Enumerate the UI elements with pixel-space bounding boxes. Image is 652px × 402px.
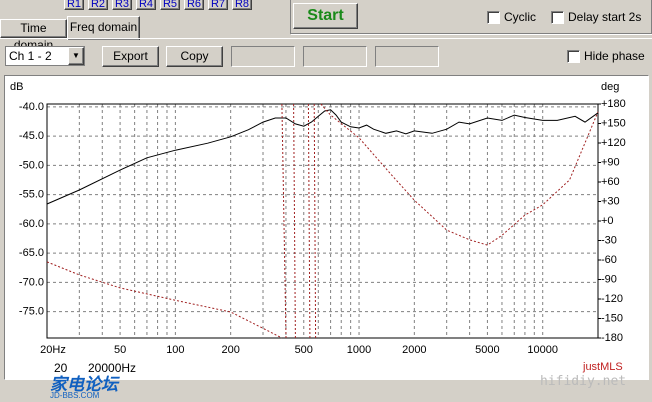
range-to: 20000Hz [88, 361, 137, 375]
y2-tick-label: -30 [601, 234, 617, 246]
x-tick-label: 500 [295, 344, 313, 356]
y-tick-label: -60.0 [19, 218, 44, 230]
export-button[interactable]: Export [102, 46, 159, 67]
tab-active[interactable]: Freq domain [67, 16, 140, 40]
y2-tick-label: +120 [601, 137, 626, 149]
y-tick-label: -45.0 [19, 130, 44, 142]
field [231, 46, 295, 67]
y2-tick-label: +0 [601, 215, 614, 227]
field [375, 46, 439, 67]
y-tick-label: -75.0 [19, 306, 44, 318]
range-button[interactable]: R7 [208, 0, 228, 10]
y2-tick-label: -150 [601, 312, 623, 324]
field [303, 46, 367, 67]
x-tick-label: 200 [221, 344, 239, 356]
copy-button[interactable]: Copy [166, 46, 223, 67]
hide-phase-checkbox[interactable] [567, 50, 580, 63]
y2-tick-label: +150 [601, 117, 626, 129]
watermark: 家电论坛 [50, 375, 118, 394]
y-tick-label: -40.0 [19, 101, 44, 113]
x-tick-label: 2000 [402, 344, 426, 356]
y2-tick-label: -180 [601, 332, 623, 344]
x-tick-label: 50 [114, 344, 126, 356]
y2-tick-label: +90 [601, 156, 620, 168]
range-button[interactable]: R6 [184, 0, 204, 10]
y-tick-label: -65.0 [19, 247, 44, 259]
y2-tick-label: -60 [601, 254, 617, 266]
channel-value: Ch 1 - 2 [9, 49, 52, 63]
x-tick-label: 20Hz [40, 344, 66, 356]
cyclic-label: Cyclic [504, 10, 536, 24]
x-tick-label: 5000 [475, 344, 499, 356]
delay-checkbox[interactable] [551, 11, 564, 24]
delay-label: Delay start 2s [568, 10, 642, 24]
range-from: 20 [54, 361, 68, 375]
range-button[interactable]: R2 [88, 0, 108, 10]
channel-select[interactable]: Ch 1 - 2 ▼ [5, 46, 85, 66]
y2-tick-label: +180 [601, 98, 626, 110]
tab-line [0, 38, 652, 39]
series-line [46, 109, 599, 205]
y2-axis-label: deg [601, 81, 619, 93]
plot-frame [46, 103, 599, 339]
y-tick-label: -50.0 [19, 159, 44, 171]
dropdown-arrow[interactable]: ▼ [68, 47, 84, 65]
y-tick-label: -55.0 [19, 189, 44, 201]
y2-tick-label: -120 [601, 293, 623, 305]
start-button[interactable]: Start [293, 3, 358, 29]
y2-tick-label: +30 [601, 195, 620, 207]
cyclic-checkbox[interactable] [487, 11, 500, 24]
y-axis-label: dB [10, 81, 23, 93]
watermark: hifidiy.net [540, 374, 627, 389]
range-button[interactable]: R1 [64, 0, 84, 10]
x-tick-label: 10000 [527, 344, 558, 356]
y-tick-label: -70.0 [19, 276, 44, 288]
range-button[interactable]: R3 [112, 0, 132, 10]
range-button[interactable]: R4 [136, 0, 156, 10]
x-tick-label: 1000 [347, 344, 371, 356]
chart-panel [4, 75, 649, 380]
hide-phase-label: Hide phase [584, 49, 645, 63]
tab[interactable]: Time domain [0, 19, 67, 52]
range-button[interactable]: R8 [232, 0, 252, 10]
range-button[interactable]: R5 [160, 0, 180, 10]
y2-tick-label: -90 [601, 273, 617, 285]
brand: justMLS [583, 361, 623, 373]
watermark: JD-BBS.COM [50, 391, 100, 400]
y2-tick-label: +60 [601, 176, 620, 188]
x-tick-label: 100 [166, 344, 184, 356]
series-line [46, 103, 599, 339]
